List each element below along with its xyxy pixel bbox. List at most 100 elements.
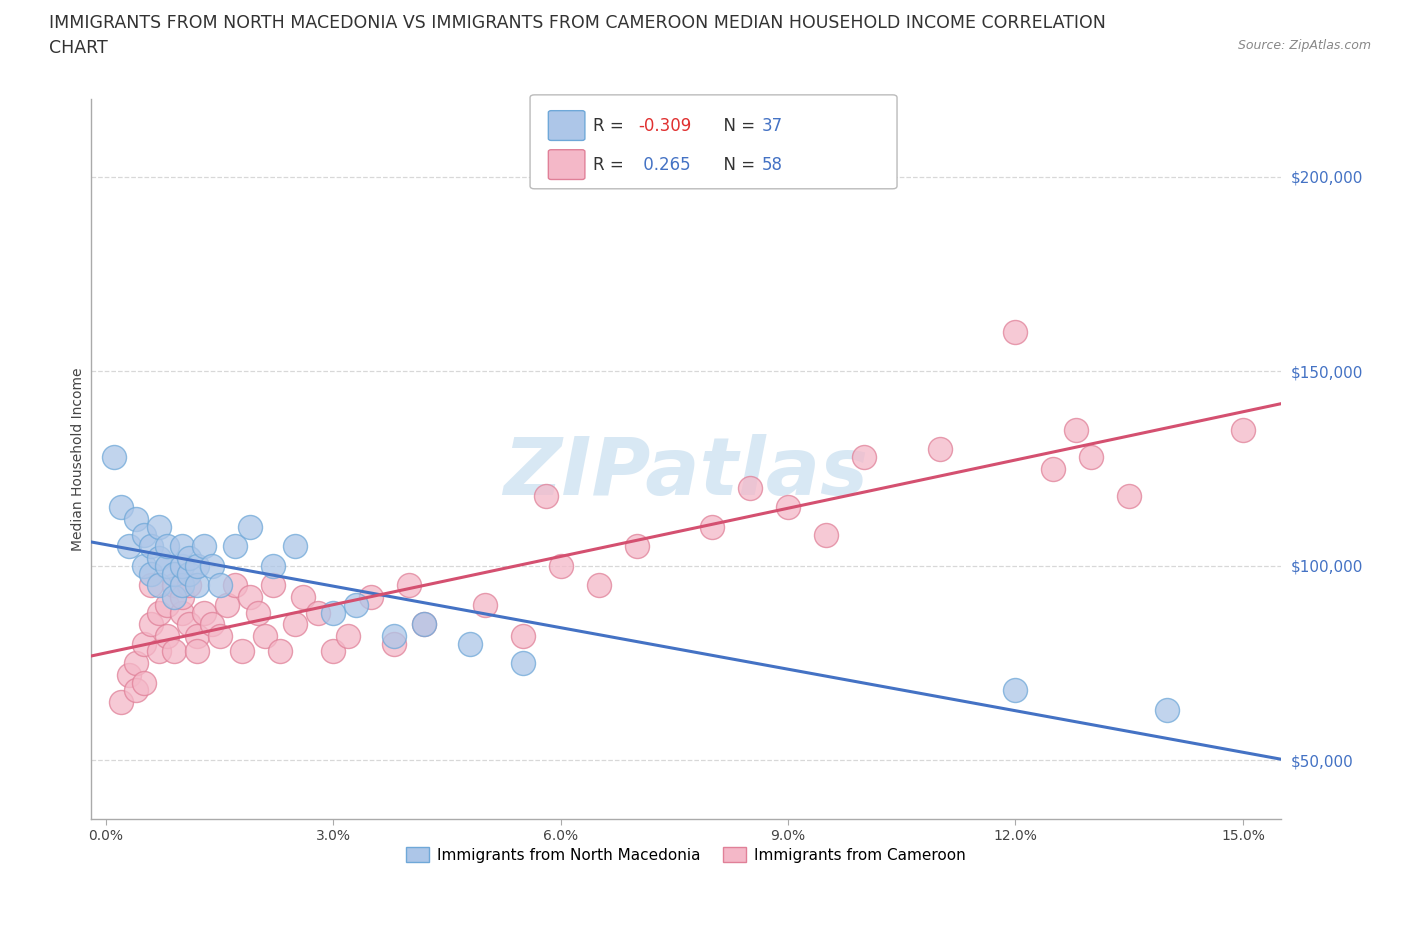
Point (141, 566, 163, 581)
Point (224, 578, 246, 592)
Text: 58: 58 (762, 155, 783, 174)
Point (778, 500, 800, 515)
Point (132, 558, 155, 573)
Text: R =: R = (593, 116, 630, 135)
Point (928, 442, 950, 457)
Point (141, 538, 163, 553)
Text: 37: 37 (762, 116, 783, 135)
Point (269, 644, 291, 658)
Point (179, 617, 201, 631)
Point (125, 512, 148, 526)
Point (458, 636, 481, 651)
Point (512, 629, 534, 644)
Point (231, 644, 253, 658)
Point (413, 617, 436, 631)
Point (337, 629, 360, 644)
Point (740, 481, 762, 496)
Point (132, 527, 155, 542)
Point (148, 644, 170, 658)
Text: -0.309: -0.309 (638, 116, 692, 135)
Point (382, 636, 405, 651)
Point (193, 538, 215, 553)
Point (118, 538, 141, 553)
Point (163, 590, 186, 604)
Point (163, 566, 186, 581)
Point (550, 558, 572, 573)
Point (118, 668, 141, 683)
Point (626, 538, 648, 553)
Point (1080, 449, 1102, 464)
Point (170, 558, 193, 573)
Text: ZIPatlas: ZIPatlas (503, 434, 869, 512)
Point (155, 629, 177, 644)
Point (398, 578, 420, 592)
Point (110, 500, 132, 515)
Point (413, 617, 436, 631)
Point (1118, 488, 1140, 503)
Point (208, 629, 231, 644)
Point (702, 520, 724, 535)
Point (141, 617, 163, 631)
Point (170, 538, 193, 553)
Point (110, 695, 132, 710)
Point (262, 558, 284, 573)
Point (193, 605, 215, 620)
Point (179, 551, 201, 565)
Point (155, 597, 177, 612)
Point (148, 551, 170, 565)
Point (262, 578, 284, 592)
Point (179, 578, 201, 592)
Point (852, 449, 875, 464)
Point (186, 644, 208, 658)
Point (148, 520, 170, 535)
Point (512, 656, 534, 671)
Point (1156, 702, 1178, 717)
Legend: Immigrants from North Macedonia, Immigrants from Cameroon: Immigrants from North Macedonia, Immigra… (401, 841, 972, 869)
Point (284, 538, 307, 553)
Point (1064, 422, 1087, 437)
Point (148, 605, 170, 620)
Point (201, 558, 224, 573)
Point (322, 605, 344, 620)
Point (141, 578, 163, 592)
Text: CHART: CHART (49, 39, 108, 57)
Point (103, 449, 125, 464)
Point (322, 644, 344, 658)
Point (186, 558, 208, 573)
Point (125, 656, 148, 671)
Point (224, 538, 246, 553)
Text: R =: R = (593, 155, 630, 174)
Point (217, 597, 239, 612)
Point (254, 629, 277, 644)
Point (201, 617, 224, 631)
Point (155, 538, 177, 553)
Point (239, 520, 262, 535)
Y-axis label: Median Household Income: Median Household Income (72, 367, 86, 551)
Point (360, 590, 382, 604)
Text: 0.265: 0.265 (638, 155, 690, 174)
Point (132, 636, 155, 651)
Point (170, 590, 193, 604)
Point (163, 578, 186, 592)
Point (208, 578, 231, 592)
Point (125, 683, 148, 698)
Point (163, 644, 186, 658)
Point (344, 597, 367, 612)
Point (292, 590, 315, 604)
Text: N =: N = (713, 116, 761, 135)
Text: Source: ZipAtlas.com: Source: ZipAtlas.com (1237, 39, 1371, 52)
Point (186, 629, 208, 644)
Text: IMMIGRANTS FROM NORTH MACEDONIA VS IMMIGRANTS FROM CAMEROON MEDIAN HOUSEHOLD INC: IMMIGRANTS FROM NORTH MACEDONIA VS IMMIG… (49, 14, 1107, 32)
Point (1004, 683, 1026, 698)
Point (155, 558, 177, 573)
Point (1004, 325, 1026, 339)
Point (148, 578, 170, 592)
Point (132, 675, 155, 690)
Point (170, 578, 193, 592)
Point (170, 605, 193, 620)
Point (239, 590, 262, 604)
Text: N =: N = (713, 155, 761, 174)
Point (1232, 422, 1254, 437)
Point (814, 527, 837, 542)
Point (186, 578, 208, 592)
